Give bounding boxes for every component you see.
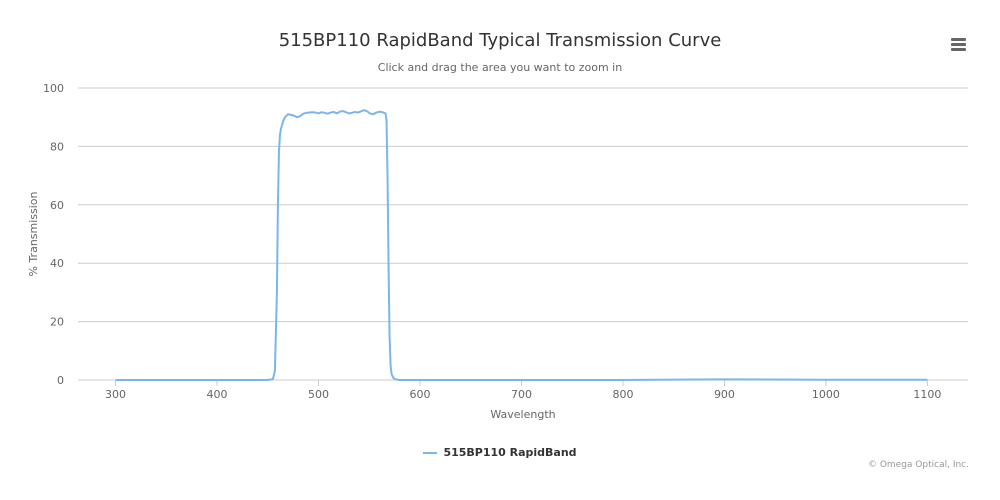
x-tick-label: 400 (207, 388, 228, 401)
y-tick-label: 60 (50, 199, 64, 212)
x-tick-label: 600 (409, 388, 430, 401)
chart-title: 515BP110 RapidBand Typical Transmission … (278, 30, 722, 51)
legend-label: 515BP110 RapidBand (443, 446, 577, 459)
series-layer (115, 109, 928, 381)
x-tick-label: 1000 (812, 388, 840, 401)
y-tick-label: 20 (50, 316, 64, 329)
y-tick-label: 80 (50, 140, 64, 153)
chart-menu-button[interactable] (946, 34, 970, 56)
legend-swatch (423, 452, 438, 454)
y-tick-label: 40 (50, 257, 64, 270)
y-axis-label: % Transmission (27, 191, 40, 276)
grid-lines (78, 87, 968, 381)
y-tick-label: 0 (57, 374, 64, 387)
axes: 0 20 40 60 80 100 300 400 500 600 700 800 900 1000 110… (43, 82, 968, 401)
x-tick-label: 500 (308, 388, 329, 401)
x-tick-label: 700 (511, 388, 532, 401)
credits[interactable]: © Omega Optical, Inc. (867, 460, 969, 470)
x-tick-label: 300 (105, 388, 126, 401)
x-tick-label: 900 (714, 388, 735, 401)
legend-item[interactable]: 515BP110 RapidBand (0, 446, 1000, 459)
x-tick-label: 1100 (913, 388, 941, 401)
hamburger-menu-icon (946, 38, 970, 51)
series-line-515bp110-rapidband[interactable] (115, 109, 928, 381)
y-tick-label: 100 (43, 82, 64, 95)
x-tick-label: 800 (612, 388, 633, 401)
chart-subtitle: Click and drag the area you want to zoom… (377, 61, 623, 74)
x-axis-label: Wavelength (490, 408, 555, 421)
